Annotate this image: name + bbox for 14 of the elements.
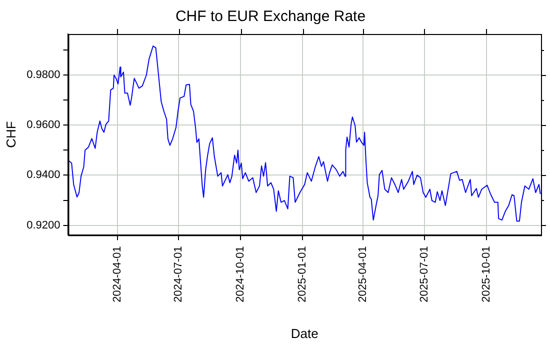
x-tick-label: 2025-04-01 xyxy=(357,246,370,302)
x-tick-label: 2025-01-01 xyxy=(296,246,309,302)
y-tick-label: 0.9200 xyxy=(26,219,60,232)
x-tick-label: 2024-07-01 xyxy=(172,246,185,302)
x-tick-label: 2024-04-01 xyxy=(111,246,124,302)
chart-title: CHF to EUR Exchange Rate xyxy=(175,8,366,26)
x-axis-title: Date xyxy=(290,326,318,341)
y-axis-title: CHF xyxy=(3,121,18,148)
y-tick-label: 0.9600 xyxy=(26,119,60,132)
y-tick-label: 0.9800 xyxy=(26,68,60,81)
x-tick-label: 2025-07-01 xyxy=(418,246,431,302)
y-tick-label: 0.9400 xyxy=(26,169,60,182)
x-tick-label: 2024-10-01 xyxy=(234,246,247,302)
x-tick-label: 2025-10-01 xyxy=(480,246,492,302)
